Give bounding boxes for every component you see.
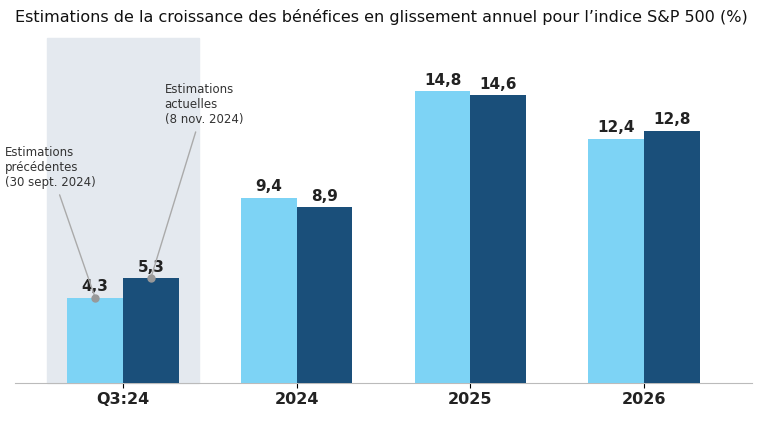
Bar [47,38,199,382]
Text: 8,9: 8,9 [311,189,338,204]
Text: 14,6: 14,6 [479,77,517,92]
Bar [470,95,526,382]
Bar [123,278,179,382]
Text: Estimations
précédentes
(30 sept. 2024): Estimations précédentes (30 sept. 2024) [5,147,96,295]
Text: Estimations
actuelles
(8 nov. 2024): Estimations actuelles (8 nov. 2024) [152,83,243,275]
Bar [588,139,644,382]
Bar [241,198,297,382]
Text: 5,3: 5,3 [137,260,164,275]
Text: 9,4: 9,4 [255,179,282,194]
Bar [644,131,700,382]
Text: 4,3: 4,3 [82,279,109,295]
Text: Estimations de la croissance des bénéfices en glissement annuel pour l’indice S&: Estimations de la croissance des bénéfic… [15,8,748,25]
Bar [67,298,123,382]
Bar [297,207,352,382]
Text: 12,8: 12,8 [653,112,690,127]
Text: 14,8: 14,8 [424,73,461,88]
Bar [415,91,470,382]
Text: 12,4: 12,4 [597,120,635,135]
